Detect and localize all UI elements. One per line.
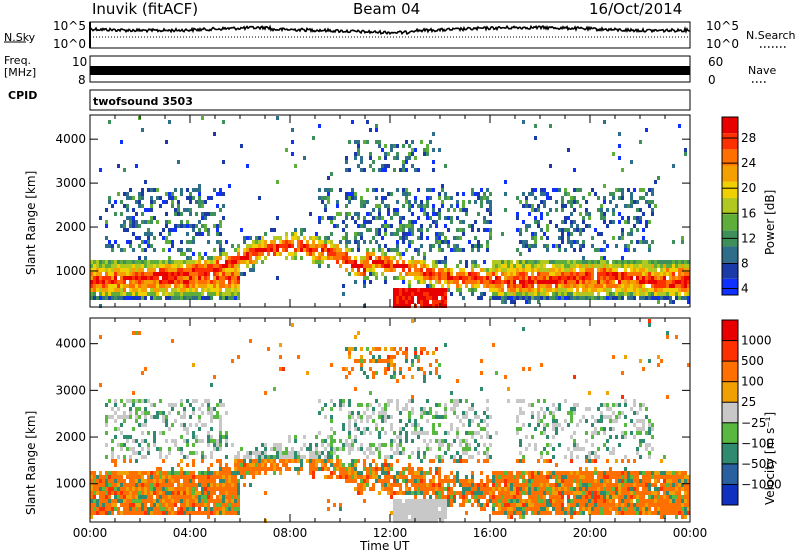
nsky-tick-top: 10^5 <box>53 19 86 33</box>
power-colorbar-segment <box>722 262 738 279</box>
velocity-colorbar-segment <box>722 402 738 423</box>
velocity-colorbar-frame <box>721 319 739 506</box>
date-title: 16/Oct/2014 <box>589 0 683 18</box>
nsearch-tick-top: 10^5 <box>706 19 739 33</box>
power-ytick-label-1000: 1000 <box>55 264 86 278</box>
xtick-label-1: 04:00 <box>173 526 208 540</box>
power-colorbar-segment <box>722 214 738 231</box>
station-title: Inuvik (fitACF) <box>92 0 199 18</box>
velocity-colorbar-segment <box>722 361 738 382</box>
power-ytick-label-4000: 4000 <box>55 132 86 146</box>
power-colorbar-segment <box>722 246 738 263</box>
power-colorbar-segment <box>722 149 738 166</box>
velocity-colorbar-segment <box>722 381 738 403</box>
power-colorbar-tick-label: 28 <box>741 131 756 145</box>
nsky-panel-frame <box>89 21 691 49</box>
power-colorbar-tick-label: 20 <box>741 181 756 195</box>
velocity-colorbar-tick-label: −1000 <box>741 477 782 491</box>
freq-unit: [MHz] <box>4 66 37 79</box>
nsearch-tick-bottom: 10^0 <box>706 37 739 51</box>
velocity-colorbar-tick-label: 500 <box>741 354 764 368</box>
velocity-colorbar-tick-label: 25 <box>741 395 756 409</box>
xtick-label-3: 12:00 <box>373 526 408 540</box>
velocity-ytick-label-2000: 2000 <box>55 430 86 444</box>
nave-label: Nave <box>748 64 777 77</box>
nsky-tick-bottom: 10^0 <box>53 37 86 51</box>
velocity-colorbar-tick-label: −25 <box>741 416 766 430</box>
velocity-colorbar-segment <box>722 320 738 341</box>
xtick-label-2: 08:00 <box>273 526 308 540</box>
power-colorbar-frame <box>721 116 739 296</box>
velocity-colorbar-tick-label: 1000 <box>741 334 772 348</box>
velocity-colorbar-segment <box>722 340 738 362</box>
power-heatmap <box>90 116 690 308</box>
cpid-label: CPID <box>8 89 38 102</box>
power-colorbar-segment <box>722 165 738 182</box>
power-ytick-label-2000: 2000 <box>55 220 86 234</box>
cpid-panel-frame <box>89 89 691 111</box>
power-ytick-label-3000: 3000 <box>55 176 86 190</box>
velocity-colorbar-segment <box>722 422 738 444</box>
power-colorbar-tick-label: 16 <box>741 206 756 220</box>
xtick-label-0: 00:00 <box>73 526 108 540</box>
power-colorbar-tick-label: 12 <box>741 231 756 245</box>
velocity-colorbar-segment <box>722 484 738 505</box>
velocity-heatmap <box>90 319 690 523</box>
freq-band <box>90 66 690 75</box>
velocity-ytick-label-1000: 1000 <box>55 477 86 491</box>
power-colorbar-segment <box>722 197 738 215</box>
power-colorbar-segment <box>722 278 738 295</box>
nave-tick-bottom: 0 <box>708 73 716 87</box>
velocity-colorbar-segment <box>722 443 738 464</box>
xtick-label-6: 00:00 <box>673 526 708 540</box>
xtick-label-4: 16:00 <box>473 526 508 540</box>
power-colorbar-segment <box>722 117 738 134</box>
nsky-label: N.Sky <box>4 31 36 44</box>
nsearch-label: N.Search <box>746 29 796 42</box>
nave-tick-top: 60 <box>708 55 724 69</box>
freq-tick-bottom: 8 <box>78 73 86 87</box>
velocity-colorbar-tick-label: −100 <box>741 436 774 450</box>
power-colorbar-tick-label: 4 <box>741 282 749 296</box>
freq-label: Freq. <box>4 54 32 67</box>
power-colorbar-segment <box>722 133 738 150</box>
freq-tick-top: 10 <box>72 55 88 69</box>
velocity-ytick-label-3000: 3000 <box>55 383 86 397</box>
velocity-ytick-label-4000: 4000 <box>55 337 86 351</box>
power-colorbar-tick-label: 8 <box>741 256 749 270</box>
x-axis-title: Time UT <box>360 539 410 553</box>
velocity-colorbar-tick-label: 100 <box>741 375 764 389</box>
cpid-value: twofsound 3503 <box>93 95 193 108</box>
power-colorbar-tick-label: 24 <box>741 156 756 170</box>
power-colorbar-segment <box>722 181 738 198</box>
beam-title: Beam 04 <box>353 0 421 18</box>
velocity-colorbar-segment <box>722 463 738 485</box>
xtick-label-5: 20:00 <box>573 526 608 540</box>
nsky-noise-line <box>89 24 691 36</box>
velocity-colorbar-tick-label: −500 <box>741 457 774 471</box>
